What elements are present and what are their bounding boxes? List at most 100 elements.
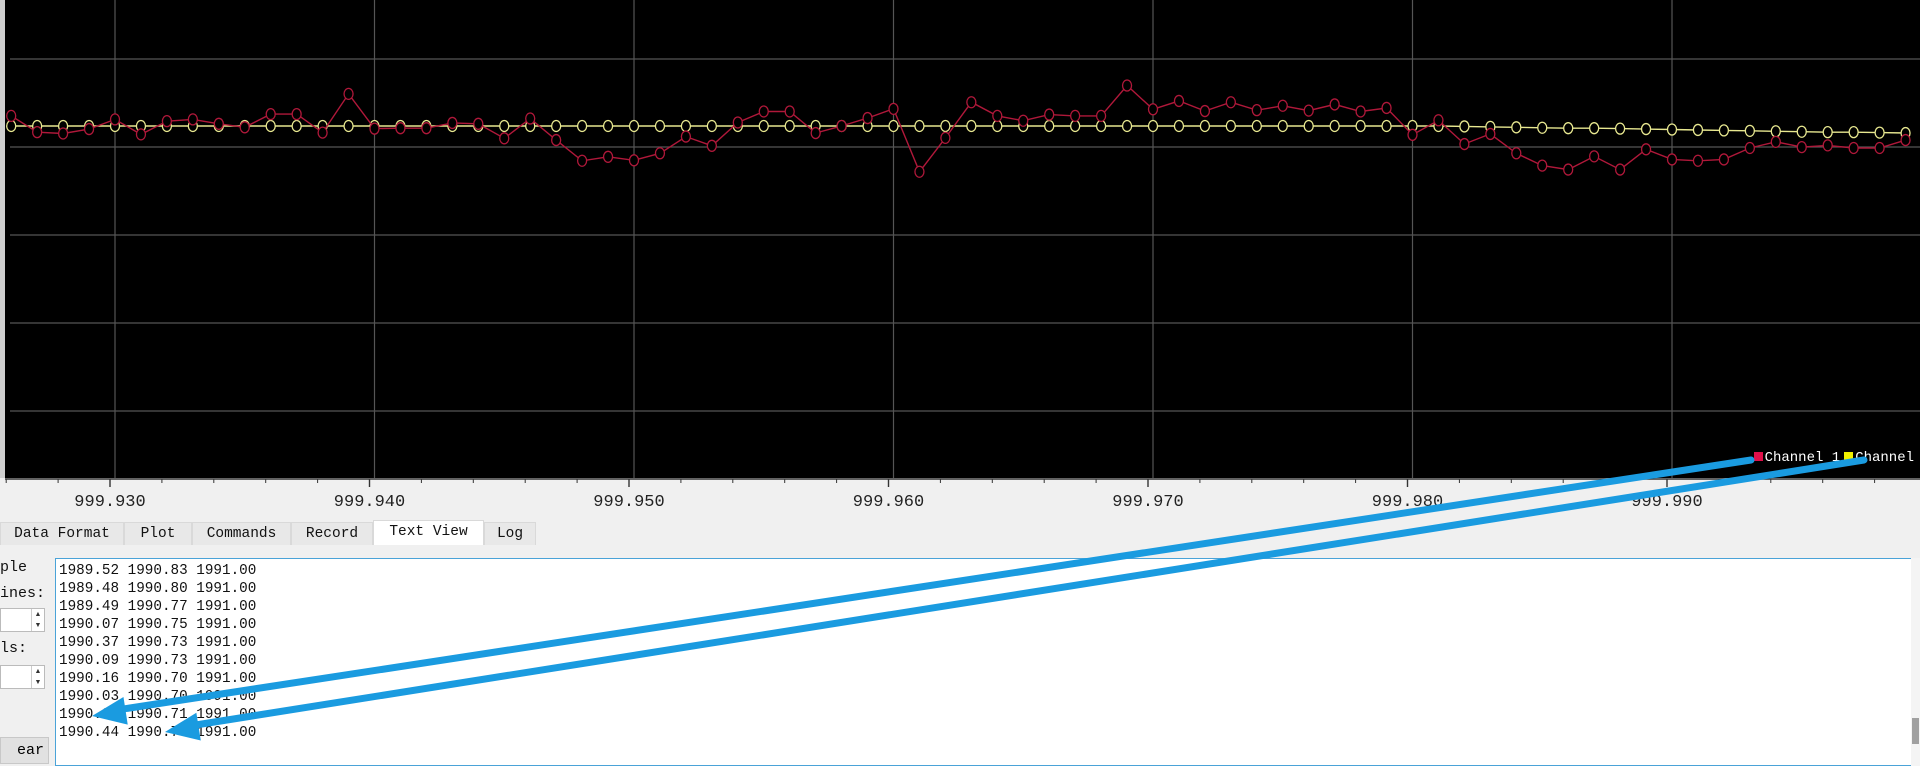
data-point <box>1614 122 1626 135</box>
data-point <box>1251 119 1262 133</box>
data-point <box>291 119 302 133</box>
data-point <box>1770 135 1781 148</box>
text-line: 1990.44 1990.70 1991.00 <box>59 725 257 741</box>
x-tick-label: 999.930 <box>74 493 146 512</box>
data-point <box>966 96 977 109</box>
enable-checkbox-label[interactable]: ple <box>0 559 28 576</box>
data-point <box>1433 114 1444 127</box>
lines-spinbox[interactable]: ▲ ▼ <box>0 608 45 632</box>
data-point <box>135 128 147 141</box>
text-line: 1990.07 1990.75 1991.00 <box>59 617 257 633</box>
data-point <box>1744 124 1755 137</box>
plot-canvas[interactable]: Channel 1 Channel <box>0 0 1920 478</box>
data-point <box>1044 108 1055 121</box>
data-point <box>1874 126 1885 139</box>
clear-button[interactable]: ear <box>0 737 49 764</box>
data-point <box>1147 103 1159 116</box>
data-point <box>1173 119 1185 133</box>
data-point <box>1329 98 1340 111</box>
x-tick-label: 999.960 <box>852 493 925 512</box>
x-tick-label: 999.970 <box>1112 493 1184 512</box>
data-point <box>1822 126 1833 139</box>
data-point <box>343 119 354 133</box>
data-point <box>32 126 43 139</box>
text-line: 1990.16 1990.70 1991.00 <box>59 671 257 687</box>
data-point <box>628 154 640 167</box>
data-point <box>1121 119 1133 133</box>
data-point <box>447 116 458 130</box>
data-point <box>784 119 795 133</box>
scrollbar-thumb[interactable] <box>1912 718 1919 744</box>
tab-record[interactable]: Record <box>291 522 373 545</box>
data-point <box>1874 141 1885 155</box>
x-axis: 999.930 999.940 999.950 999.960 999.970 999.9… <box>0 478 1920 520</box>
data-point <box>1822 139 1833 152</box>
tab-plot[interactable]: Plot <box>124 522 192 545</box>
data-point <box>862 111 873 125</box>
data-point <box>1770 125 1781 138</box>
data-point <box>395 122 406 135</box>
spin-arrows-icon[interactable]: ▲ ▼ <box>31 666 44 688</box>
data-point <box>1848 126 1859 139</box>
data-point <box>1511 121 1522 134</box>
data-point <box>914 119 925 133</box>
data-point <box>1744 141 1755 155</box>
data-point <box>680 119 692 133</box>
data-point <box>758 105 769 118</box>
data-point <box>1147 119 1159 133</box>
data-point <box>628 119 640 133</box>
data-point <box>1355 105 1366 118</box>
tab-data-format[interactable]: Data Format <box>0 522 124 545</box>
text-line: 1989.48 1990.80 1991.00 <box>59 581 257 597</box>
data-point <box>1900 133 1911 147</box>
data-point <box>551 119 562 133</box>
legend-label: Channel 1 <box>1764 450 1841 466</box>
data-point <box>914 165 925 178</box>
plot-svg <box>6 0 1920 478</box>
data-point <box>654 119 666 133</box>
tab-bar: Data Format Plot Commands Record Text Vi… <box>0 520 536 546</box>
data-point <box>1095 119 1107 133</box>
data-point <box>1459 120 1470 133</box>
data-point <box>680 130 692 143</box>
data-point <box>1640 143 1652 156</box>
data-point <box>1796 140 1807 154</box>
vertical-scrollbar[interactable] <box>1911 558 1920 766</box>
spin-arrows-icon[interactable]: ▲ ▼ <box>31 609 44 631</box>
data-point <box>1303 104 1314 117</box>
text-line: 1990.30 1990.71 1991.00 <box>59 707 257 723</box>
text-line: 1989.49 1990.77 1991.00 <box>59 599 257 615</box>
data-point <box>992 109 1003 123</box>
data-point <box>1589 150 1600 163</box>
data-point <box>1589 122 1600 135</box>
data-point <box>499 119 510 133</box>
columns-spinbox[interactable]: ▲ ▼ <box>0 665 45 689</box>
data-point <box>421 122 432 135</box>
data-point <box>109 113 121 126</box>
tab-text-view[interactable]: Text View <box>373 520 484 545</box>
data-point <box>1303 119 1314 133</box>
data-point <box>576 154 588 167</box>
data-point <box>1251 104 1262 117</box>
data-point <box>1718 153 1730 166</box>
data-point <box>1277 99 1288 112</box>
x-tick-label: 999.990 <box>1631 493 1703 512</box>
data-point <box>369 122 380 135</box>
data-point <box>1070 119 1081 133</box>
text-view-area[interactable]: 1989.52 1990.83 1991.00 1989.48 1990.80 1… <box>55 558 1913 766</box>
tab-log[interactable]: Log <box>484 522 536 545</box>
data-point <box>1614 163 1626 176</box>
tab-commands[interactable]: Commands <box>192 522 291 545</box>
data-point <box>1355 119 1366 133</box>
data-point <box>1225 96 1236 109</box>
data-point <box>602 150 614 163</box>
data-point <box>1666 123 1678 136</box>
data-point <box>317 126 328 139</box>
data-point <box>706 139 717 152</box>
text-line: 1990.09 1990.73 1991.00 <box>59 653 257 669</box>
x-tick-label: 999.940 <box>333 493 406 512</box>
data-point <box>1225 119 1236 133</box>
data-point <box>265 119 276 133</box>
data-point <box>1459 137 1470 151</box>
legend-label: Channel <box>1855 450 1914 466</box>
